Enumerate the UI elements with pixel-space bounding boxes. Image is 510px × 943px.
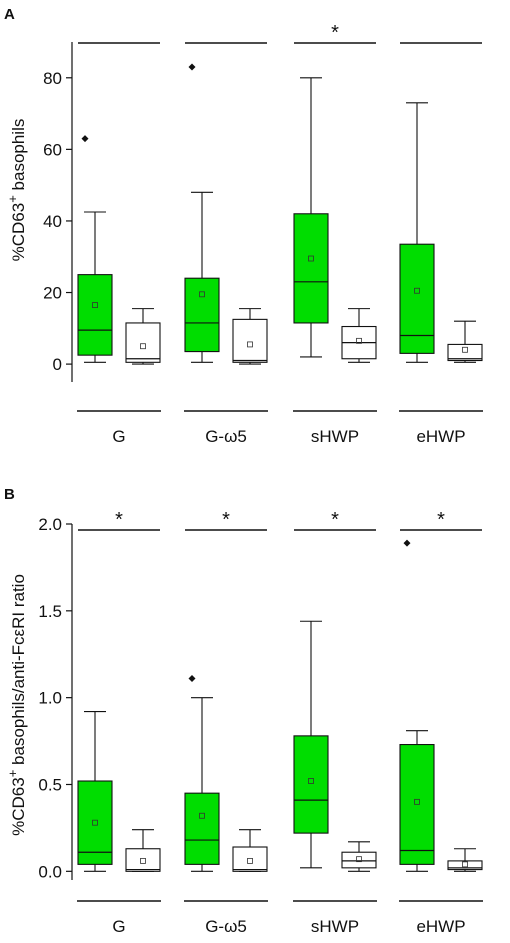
box-green [293, 620, 329, 869]
mean-marker [140, 343, 146, 350]
iqr-box [125, 322, 161, 363]
box-green [399, 539, 435, 872]
mean-marker [92, 819, 98, 826]
y-tick-label: 1.5 [38, 602, 62, 621]
significance-star: * [331, 509, 339, 531]
y-axis-label-part: basophils/anti-FcεRI ratio [9, 574, 28, 770]
outlier-point [188, 675, 196, 683]
mean-marker [414, 798, 420, 805]
y-tick-label: 1.0 [38, 689, 62, 708]
significance-star: * [115, 509, 123, 531]
outlier-point [81, 135, 89, 143]
y-tick-label: 0.5 [38, 775, 62, 794]
category-label: sHWP [311, 427, 359, 446]
mean-marker [356, 337, 362, 344]
box-white [341, 841, 377, 872]
panel-letter: B [4, 486, 15, 503]
iqr-box [232, 318, 268, 363]
mean-marker [308, 255, 314, 262]
category-label: G [112, 917, 125, 936]
category-label: sHWP [311, 917, 359, 936]
box-white [125, 308, 161, 365]
y-axis-label: %CD63+ basophils/anti-FcεRI ratio [5, 574, 28, 836]
y-tick-label: 0 [53, 355, 62, 374]
box-green [293, 77, 329, 358]
box-green [184, 63, 220, 363]
mean-marker [462, 861, 468, 868]
y-axis-label-superscript: + [5, 195, 20, 203]
box-green [399, 102, 435, 363]
y-tick-label: 2.0 [38, 515, 62, 534]
significance-star: * [222, 509, 230, 531]
mean-marker [356, 856, 362, 863]
mean-marker [140, 857, 146, 864]
box-white [232, 308, 268, 365]
panel-letter: A [4, 6, 15, 23]
iqr-box [125, 848, 161, 872]
iqr-box [293, 735, 329, 834]
mean-marker [414, 287, 420, 294]
mean-marker [462, 346, 468, 353]
outlier-point [403, 539, 411, 547]
iqr-box [77, 274, 113, 356]
iqr-box [184, 277, 220, 353]
outlier-point [188, 63, 196, 71]
category-label: eHWP [416, 427, 465, 446]
iqr-box [232, 846, 268, 872]
box-green [77, 711, 113, 872]
category-label: G-ω5 [205, 917, 247, 936]
significance-star: * [437, 509, 445, 531]
panel-b: B 0.0 0.5 1.0 1.5 2.0 %CD63+ basophils/anti-F… [4, 486, 483, 936]
y-tick-label: 0.0 [38, 862, 62, 881]
iqr-box [399, 243, 435, 354]
y-axis-label-part: basophils [9, 119, 28, 196]
category-label: G-ω5 [205, 427, 247, 446]
box-white [447, 320, 483, 363]
box-white [232, 829, 268, 872]
panel-a: A 0 20 40 60 80 %CD63+ basophils G G-ω5 * sHWP eHW… [4, 6, 483, 446]
y-axis-label: %CD63+ basophils [5, 119, 28, 262]
mean-marker [92, 302, 98, 308]
box-green [184, 675, 220, 872]
mean-marker [308, 778, 314, 784]
mean-marker [199, 812, 205, 819]
iqr-box [184, 792, 220, 865]
y-tick-label: 40 [43, 212, 62, 231]
y-axis-label-part: %CD63 [9, 203, 28, 262]
iqr-box [293, 213, 329, 324]
box-white [125, 829, 161, 872]
significance-star: * [331, 22, 339, 44]
mean-marker [247, 857, 253, 864]
iqr-box [447, 860, 483, 871]
y-axis-label-superscript: + [5, 770, 20, 778]
iqr-box [341, 851, 377, 869]
box-green [77, 135, 113, 363]
mean-marker [199, 291, 205, 298]
y-tick-label: 20 [43, 284, 62, 303]
category-label: G [112, 427, 125, 446]
y-axis-label-part: %CD63 [9, 777, 28, 836]
y-tick-label: 80 [43, 69, 62, 88]
box-white [447, 848, 483, 872]
mean-marker [247, 341, 253, 348]
y-tick-label: 60 [43, 140, 62, 159]
category-label: eHWP [416, 917, 465, 936]
iqr-box [77, 780, 113, 865]
box-white [341, 308, 377, 363]
